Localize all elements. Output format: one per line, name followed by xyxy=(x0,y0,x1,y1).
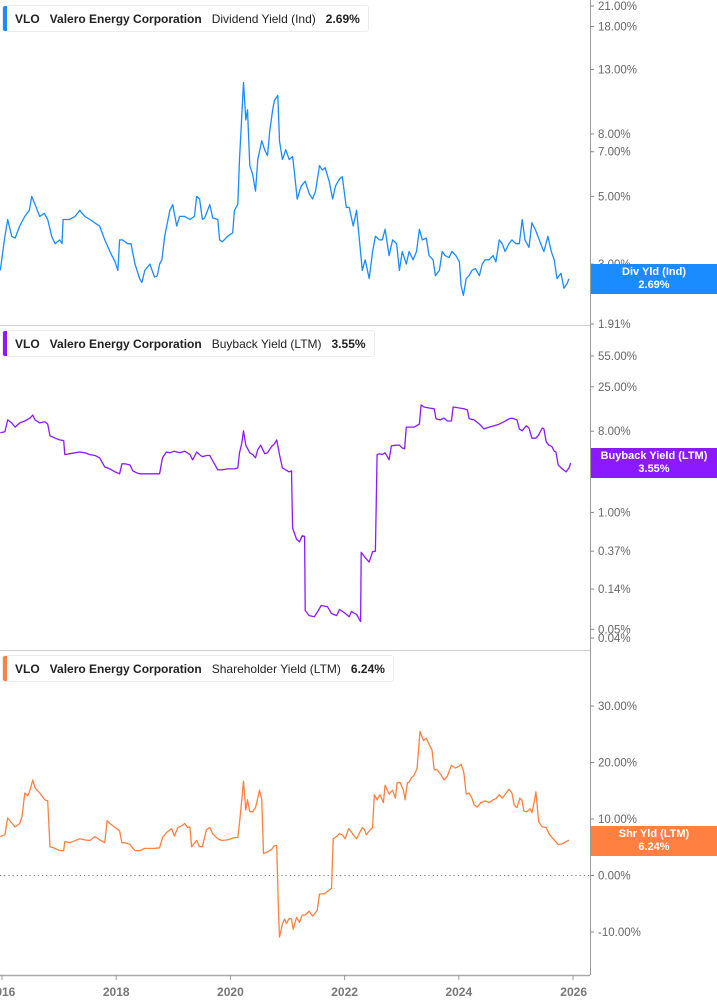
tag-label: Buyback Yield (LTM) xyxy=(600,450,708,462)
y-tick-label: 8.00% xyxy=(598,426,631,438)
legend-value: 3.55% xyxy=(331,336,366,351)
buyback-yield-series-line xyxy=(0,404,572,623)
y-tick-label: 20.00% xyxy=(598,758,637,770)
y-tick-label: 1.91% xyxy=(598,319,631,331)
y-tick-label: 0.05% xyxy=(598,624,631,636)
y-tick-label: 0.00% xyxy=(598,871,631,883)
legend-metric: Shareholder Yield (LTM) xyxy=(211,661,341,676)
legend-company: Valero Energy Corporation xyxy=(49,336,202,351)
y-tick-label: 55.00% xyxy=(598,351,637,363)
legend-ticker: VLO xyxy=(15,336,40,351)
legend-metric: Dividend Yield (Ind) xyxy=(211,11,316,26)
y-tick-label: 0.14% xyxy=(598,584,631,596)
y-tick-label: 25.00% xyxy=(598,382,637,394)
last-value-tag-buyback: Buyback Yield (LTM) 3.55% xyxy=(591,448,717,478)
x-tick-label: 2018 xyxy=(103,985,130,999)
x-tick-label: 2026 xyxy=(560,985,587,999)
legend-shareholder-yield: VLO Valero Energy Corporation Shareholde… xyxy=(2,655,394,682)
tag-value: 6.24% xyxy=(638,841,670,853)
tag-label: Div Yld (Ind) xyxy=(622,266,686,278)
y-tick-label: 0.04% xyxy=(598,633,631,645)
tag-value: 2.69% xyxy=(638,279,670,291)
y-tick-label: 10.00% xyxy=(598,814,637,826)
legend-company: Valero Energy Corporation xyxy=(49,11,202,26)
x-tick-label: 2024 xyxy=(445,985,472,999)
legend-value: 6.24% xyxy=(350,661,385,676)
y-tick-label: 5.00% xyxy=(598,191,631,203)
y-tick-label: 30.00% xyxy=(598,701,637,713)
legend-metric: Buyback Yield (LTM) xyxy=(211,336,322,351)
y-tick-label: 13.00% xyxy=(598,65,637,77)
x-tick-label: 2020 xyxy=(217,985,244,999)
y-tick-label: 0.37% xyxy=(598,546,631,558)
y-tick-label: 7.00% xyxy=(598,147,631,159)
y-tick-label: 1.00% xyxy=(598,507,631,519)
shareholder-yield-series-line xyxy=(0,730,570,938)
last-value-tag-dividend: Div Yld (Ind) 2.69% xyxy=(591,264,717,294)
legend-color-bar xyxy=(3,331,7,356)
legend-color-bar xyxy=(3,6,7,31)
y-tick-label: 21.00% xyxy=(598,1,637,13)
legend-ticker: VLO xyxy=(15,11,40,26)
tag-value: 3.55% xyxy=(638,463,670,475)
dividend-yield-series-line xyxy=(0,81,570,297)
tag-label: Shr Yld (LTM) xyxy=(618,828,690,840)
legend-buyback-yield: VLO Valero Energy Corporation Buyback Yi… xyxy=(2,330,375,357)
y-tick-label: 8.00% xyxy=(598,129,631,141)
legend-color-bar xyxy=(3,656,7,681)
last-value-tag-shareholder: Shr Yld (LTM) 6.24% xyxy=(591,826,717,856)
y-tick-label: -10.00% xyxy=(598,927,641,939)
x-tick-label: 2022 xyxy=(331,985,358,999)
legend-value: 2.69% xyxy=(325,11,360,26)
legend-dividend-yield: VLO Valero Energy Corporation Dividend Y… xyxy=(2,5,369,32)
y-tick-label: 18.00% xyxy=(598,21,637,33)
legend-ticker: VLO xyxy=(15,661,40,676)
x-tick-label: 2016 xyxy=(0,985,16,999)
legend-company: Valero Energy Corporation xyxy=(49,661,202,676)
